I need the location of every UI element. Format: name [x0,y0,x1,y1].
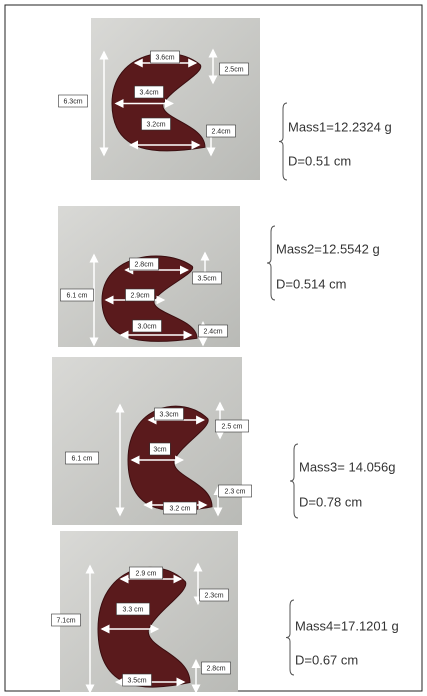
measure-label: 3.2 cm [169,505,190,512]
label-box [116,602,150,616]
label-box [60,288,94,302]
mass-text: Mass4=17.1201 g [295,618,399,633]
label-box [192,271,222,285]
measure-label: 2.8cm [134,261,153,268]
measure-label: 3.3cm [159,411,178,418]
measure-label: 2.5 cm [221,423,242,430]
measure-label: 3.4cm [139,89,158,96]
diameter-text: D=0.67 cm [295,652,358,667]
diameter-text: D=0.514 cm [276,276,346,291]
mass-text: Mass2=12.5542 g [276,241,380,256]
label-box [141,117,171,131]
diameter-text: D=0.51 cm [288,153,351,168]
label-box [218,484,252,498]
label-box [129,566,163,580]
measure-label: 6.1 cm [66,292,87,299]
measure-label: 2.8cm [206,665,225,672]
measure-label: 6.1 cm [71,455,92,462]
label-box [129,257,159,271]
measure-label: 2.9 cm [135,570,156,577]
measure-label: 3.6cm [155,54,174,61]
brace [278,102,288,181]
brace [266,225,276,301]
label-box [122,673,152,687]
label-box [215,419,249,433]
label-box [149,442,171,456]
brace [285,599,295,676]
measure-label: 2.5cm [224,66,243,73]
measure-label: 3.5cm [197,275,216,282]
label-box [150,50,180,64]
measure-label: 6.3cm [63,98,82,105]
measure-label: 2.3 cm [224,488,245,495]
label-box [154,407,184,421]
measure-label: 2.4cm [203,328,222,335]
mass-text: Mass3= 14.056g [299,459,395,474]
label-box [201,661,231,675]
mass-text: Mass1=12.2324 g [288,119,392,134]
label-box [163,501,197,515]
label-box [134,85,164,99]
diameter-text: D=0.78 cm [299,494,362,509]
label-box [51,613,81,627]
label-box [132,319,162,333]
measure-label: 3.0cm [137,323,156,330]
measure-label: 3cm [153,446,166,453]
label-box [199,588,229,602]
label-box [58,94,88,108]
measure-label: 3.3 cm [122,606,143,613]
label-box [206,124,236,138]
measure-label: 3.2cm [146,121,165,128]
measure-label: 2.9cm [130,292,149,299]
label-box [198,324,228,338]
label-box [125,288,155,302]
measure-label: 2.3cm [204,592,223,599]
label-box [219,62,249,76]
measure-label: 2.4cm [211,128,230,135]
label-box [65,451,99,465]
measure-label: 3.5cm [127,677,146,684]
measure-label: 7.1cm [56,617,75,624]
brace [289,443,299,519]
